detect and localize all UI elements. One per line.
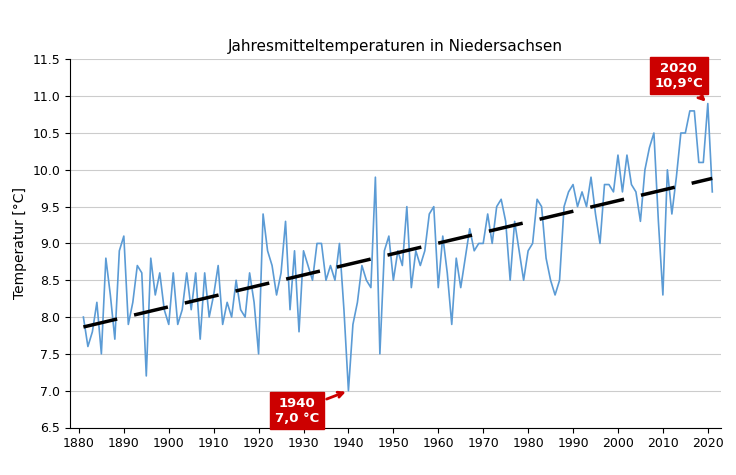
Text: 2020
10,9°C: 2020 10,9°C (654, 62, 704, 99)
Text: Seit 1881 ist es in Niedersachsen im Mittel um +1,7 °C wärmer geworden: Seit 1881 ist es in Niedersachsen im Mit… (35, 18, 701, 32)
Title: Jahresmitteltemperaturen in Niedersachsen: Jahresmitteltemperaturen in Niedersachse… (228, 39, 563, 54)
Text: 1940
7,0 °C: 1940 7,0 °C (275, 392, 343, 425)
Y-axis label: Temperatur [°C]: Temperatur [°C] (13, 188, 26, 299)
